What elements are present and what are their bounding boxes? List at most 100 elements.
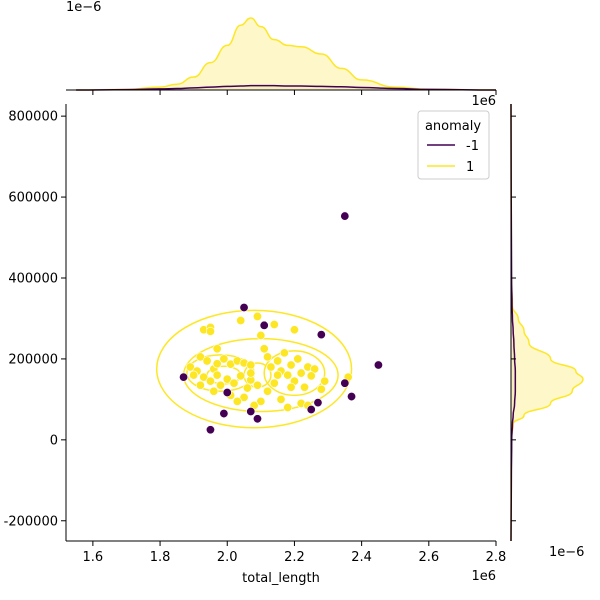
scatter-point-anomaly <box>259 320 269 330</box>
y-tick-label: 400000 <box>8 271 58 286</box>
scatter-point-normal <box>296 368 306 378</box>
right-marginal: 1e−6 <box>510 103 584 560</box>
top-marginal-ticks <box>92 90 497 95</box>
scatter-point-normal <box>263 386 273 396</box>
y-tick-label: -200000 <box>4 514 58 529</box>
scatter-point-normal <box>185 362 195 372</box>
y-tick-label: 800000 <box>8 110 58 125</box>
scatter-point-normal <box>222 374 232 384</box>
scatter-point-normal <box>242 383 252 393</box>
scatter-point-normal <box>306 371 316 381</box>
scatter-point-normal <box>276 394 286 404</box>
x-tick-label: 2.0 <box>217 550 238 565</box>
y-axis-scale-label: 1e6 <box>471 94 496 109</box>
top-kde-normal-line <box>76 17 497 91</box>
scatter-point-normal <box>195 380 205 390</box>
scatter-point-normal <box>209 386 219 396</box>
scatter-point-normal <box>300 382 310 392</box>
scatter-point-normal <box>216 380 226 390</box>
legend: anomaly -1 1 <box>417 110 490 180</box>
scatter-point-anomaly <box>246 407 256 417</box>
right-kde-normal-line <box>510 104 584 541</box>
scatter-point-normal <box>273 356 283 366</box>
scatter-point-normal <box>256 396 266 406</box>
scatter-point-anomaly <box>316 330 326 340</box>
x-tick-label: 1.8 <box>150 550 171 565</box>
x-tick-label: 2.4 <box>351 550 372 565</box>
right-marginal-scale-label: 1e−6 <box>549 545 584 560</box>
scatter-point-anomaly <box>239 303 249 313</box>
scatter-point-normal <box>283 370 293 380</box>
scatter-point-normal <box>259 344 269 354</box>
scatter-point-normal <box>269 320 279 330</box>
scatter-point-normal <box>219 354 229 364</box>
scatter-point-normal <box>205 326 215 336</box>
legend-title: anomaly <box>425 119 481 134</box>
x-tick-label: 2.2 <box>284 550 305 565</box>
scatter-point-normal <box>289 325 299 335</box>
x-tick-label: 1.6 <box>83 550 104 565</box>
scatter-point-normal <box>239 392 249 402</box>
scatter-point-anomaly <box>340 211 350 221</box>
scatter-point-normal <box>202 356 212 366</box>
scatter-point-normal <box>212 370 222 380</box>
scatter-point-normal <box>229 378 239 388</box>
scatter-point-normal <box>293 354 303 364</box>
x-axis-scale-label: 1e6 <box>471 569 496 584</box>
scatter-point-normal <box>199 372 209 382</box>
scatter-point-anomaly <box>179 372 189 382</box>
scatter-point-normal <box>283 402 293 412</box>
x-tick-label: 2.6 <box>418 550 439 565</box>
scatter-point-anomaly <box>313 398 323 408</box>
scatter-point-normal <box>236 315 246 325</box>
scatter-point-normal <box>273 370 283 380</box>
scatter-point-anomaly <box>205 425 215 435</box>
scatter-point-normal <box>279 348 289 358</box>
scatter-point-normal <box>286 360 296 370</box>
scatter-points <box>179 211 383 435</box>
scatter-point-anomaly <box>373 360 383 370</box>
right-kde-normal-fill <box>511 104 583 541</box>
scatter-point-normal <box>316 384 326 394</box>
scatter-point-normal <box>266 362 276 372</box>
scatter-point-anomaly <box>306 404 316 414</box>
scatter-point-normal <box>232 396 242 406</box>
right-kde-anomaly-line <box>510 103 517 542</box>
scatter-point-normal <box>286 382 296 392</box>
scatter-point-normal <box>236 371 246 381</box>
scatter-point-anomaly <box>222 388 232 398</box>
scatter-point-normal <box>252 380 262 390</box>
scatter-point-anomaly <box>219 409 229 419</box>
scatter-point-anomaly <box>340 378 350 388</box>
scatter-point-normal <box>189 370 199 380</box>
top-kde-anomaly-line <box>76 84 497 91</box>
x-tick-label: 2.8 <box>486 550 507 565</box>
scatter-point-normal <box>256 330 266 340</box>
y-axis-ticks: -200000 0 200000 400000 600000 800000 <box>4 110 66 529</box>
x-axis-ticks: 1.6 1.8 2.0 2.2 2.4 2.6 2.8 <box>83 541 507 565</box>
scatter-point-normal <box>205 376 215 386</box>
main-axes: 1.6 1.8 2.0 2.2 2.4 2.6 2.8 -200000 0 200000 4000… <box>4 94 507 586</box>
scatter-point-normal <box>246 368 256 378</box>
kde-contour-normal <box>155 309 353 429</box>
top-marginal-scale-label: 1e−6 <box>66 0 101 15</box>
scatter-point-normal <box>195 352 205 362</box>
right-marginal-ticks <box>511 115 516 522</box>
top-marginal: 1e−6 <box>66 0 497 95</box>
scatter-point-normal <box>212 344 222 354</box>
kde-contour-normal <box>263 350 326 397</box>
top-kde-normal-fill <box>76 18 496 90</box>
scatter-point-normal <box>263 352 273 362</box>
x-axis-label: total_length <box>242 571 320 586</box>
y-tick-label: 200000 <box>8 352 58 367</box>
scatter-point-normal <box>212 359 222 369</box>
scatter-point-normal <box>252 311 262 321</box>
scatter-point-anomaly <box>252 414 262 424</box>
scatter-point-anomaly <box>347 392 357 402</box>
y-tick-label: 0 <box>50 433 58 448</box>
scatter-point-normal <box>269 378 279 388</box>
legend-label-normal: 1 <box>466 160 474 175</box>
legend-label-anomaly: -1 <box>466 139 479 154</box>
scatter-point-normal <box>246 360 256 370</box>
